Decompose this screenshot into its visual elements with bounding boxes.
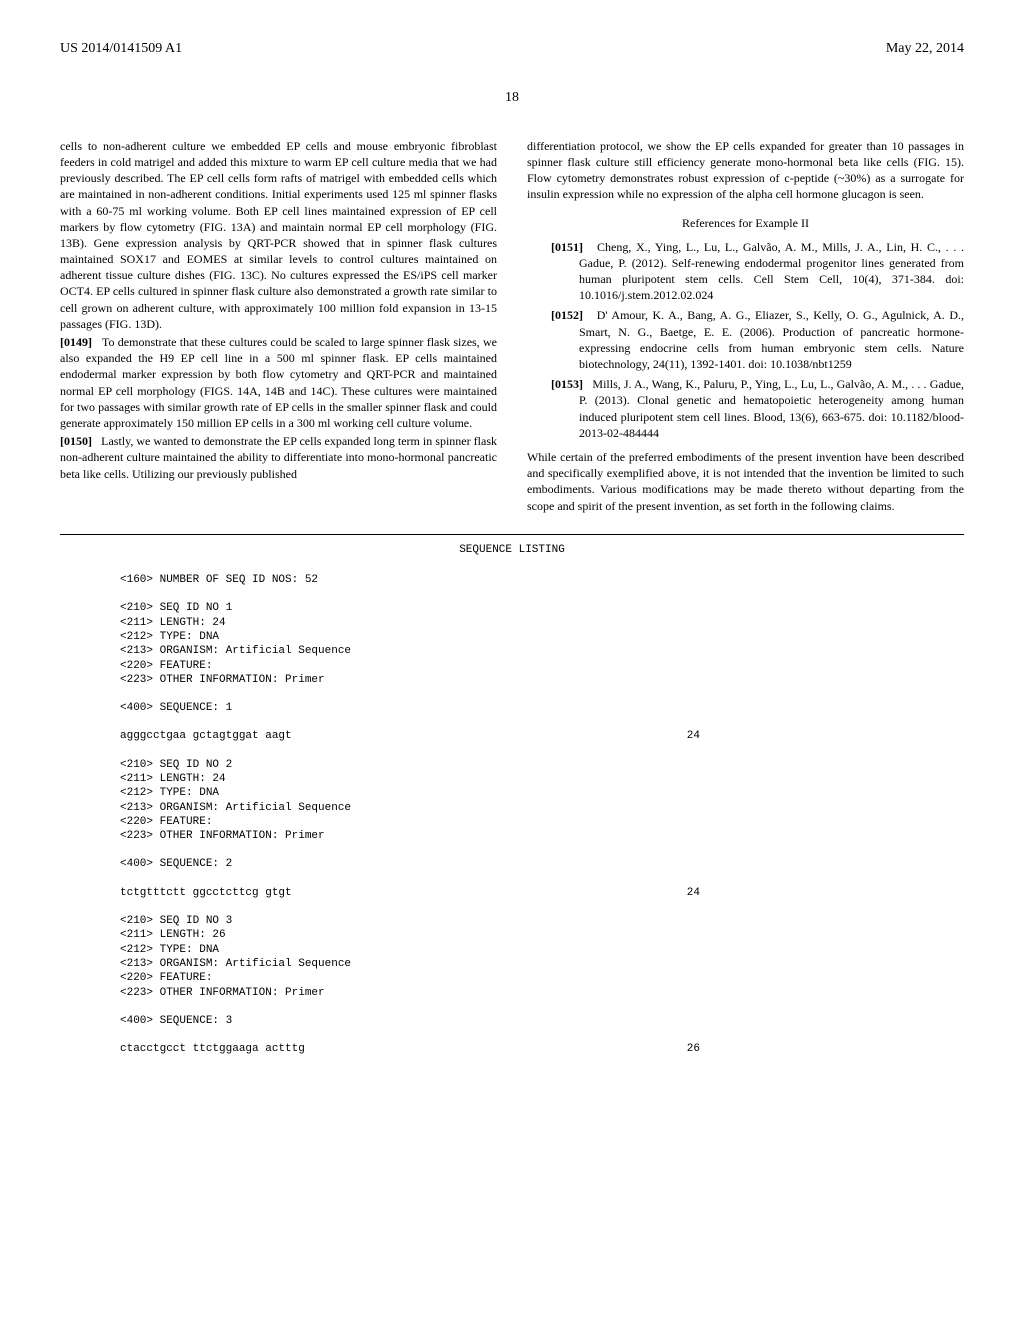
sequence-listing: SEQUENCE LISTING <160> NUMBER OF SEQ ID … <box>60 534 964 1057</box>
seq-sequence: ctacctgcct ttctggaaga actttg <box>120 1042 305 1056</box>
seq-num-line: <160> NUMBER OF SEQ ID NOS: 52 <box>120 573 904 587</box>
seq-count: <160> NUMBER OF SEQ ID NOS: 52 <box>120 573 904 587</box>
seq-line: <220> FEATURE: <box>120 971 904 985</box>
seq-length: 24 <box>687 729 700 743</box>
seq-line: <220> FEATURE: <box>120 659 904 673</box>
seq-2-seq: <400> SEQUENCE: 2 <box>120 857 904 871</box>
document-id: US 2014/0141509 A1 <box>60 40 182 59</box>
seq-2-header: <210> SEQ ID NO 2 <211> LENGTH: 24 <212>… <box>120 758 904 844</box>
page-header: US 2014/0141509 A1 May 22, 2014 <box>60 40 964 59</box>
seq-line: <223> OTHER INFORMATION: Primer <box>120 673 904 687</box>
seq-line: <210> SEQ ID NO 3 <box>120 914 904 928</box>
seq-line: <212> TYPE: DNA <box>120 786 904 800</box>
ref-text: Mills, J. A., Wang, K., Paluru, P., Ying… <box>579 377 964 440</box>
seq-line: <212> TYPE: DNA <box>120 943 904 957</box>
seq-line: <210> SEQ ID NO 1 <box>120 601 904 615</box>
ref-number: [0151] <box>551 240 583 254</box>
ref-text: D' Amour, K. A., Bang, A. G., Eliazer, S… <box>579 308 964 371</box>
left-column: cells to non-adherent culture we embedde… <box>60 138 497 514</box>
seq-line: <213> ORGANISM: Artificial Sequence <box>120 957 904 971</box>
seq-line: <211> LENGTH: 24 <box>120 772 904 786</box>
right-column: differentiation protocol, we show the EP… <box>527 138 964 514</box>
reference-0152: [0152] D' Amour, K. A., Bang, A. G., Eli… <box>527 307 964 372</box>
para-text: Lastly, we wanted to demonstrate the EP … <box>60 434 497 480</box>
paragraph-0149: [0149] To demonstrate that these culture… <box>60 334 497 431</box>
seq-line: <211> LENGTH: 24 <box>120 616 904 630</box>
seq-line: <223> OTHER INFORMATION: Primer <box>120 986 904 1000</box>
seq-3-data: ctacctgcct ttctggaaga actttg 26 <box>120 1042 904 1056</box>
seq-line: <400> SEQUENCE: 3 <box>120 1014 904 1028</box>
page-number: 18 <box>60 89 964 108</box>
seq-length: 26 <box>687 1042 700 1056</box>
seq-line: <211> LENGTH: 26 <box>120 928 904 942</box>
para-number: [0150] <box>60 434 92 448</box>
seq-line: <400> SEQUENCE: 2 <box>120 857 904 871</box>
seq-length: 24 <box>687 886 700 900</box>
ref-number: [0153] <box>551 377 583 391</box>
para-number: [0149] <box>60 335 92 349</box>
paragraph-0150: [0150] Lastly, we wanted to demonstrate … <box>60 433 497 482</box>
seq-line: <213> ORGANISM: Artificial Sequence <box>120 801 904 815</box>
ref-text: Cheng, X., Ying, L., Lu, L., Galvão, A. … <box>579 240 964 303</box>
paragraph-continuation: differentiation protocol, we show the EP… <box>527 138 964 203</box>
seq-3-seq: <400> SEQUENCE: 3 <box>120 1014 904 1028</box>
seq-sequence: tctgtttctt ggcctcttcg gtgt <box>120 886 292 900</box>
seq-1-data: agggcctgaa gctagtggat aagt 24 <box>120 729 904 743</box>
closing-paragraph: While certain of the preferred embodimen… <box>527 449 964 514</box>
two-column-body: cells to non-adherent culture we embedde… <box>60 138 964 514</box>
reference-0153: [0153] Mills, J. A., Wang, K., Paluru, P… <box>527 376 964 441</box>
seq-1-seq: <400> SEQUENCE: 1 <box>120 701 904 715</box>
seq-line: <212> TYPE: DNA <box>120 630 904 644</box>
ref-number: [0152] <box>551 308 583 322</box>
seq-line: <210> SEQ ID NO 2 <box>120 758 904 772</box>
document-date: May 22, 2014 <box>886 40 964 59</box>
seq-sequence: agggcctgaa gctagtggat aagt <box>120 729 292 743</box>
para-text: To demonstrate that these cultures could… <box>60 335 497 430</box>
seq-line: <223> OTHER INFORMATION: Primer <box>120 829 904 843</box>
seq-1-header: <210> SEQ ID NO 1 <211> LENGTH: 24 <212>… <box>120 601 904 687</box>
seq-line: <213> ORGANISM: Artificial Sequence <box>120 644 904 658</box>
seq-line: <400> SEQUENCE: 1 <box>120 701 904 715</box>
reference-0151: [0151] Cheng, X., Ying, L., Lu, L., Galv… <box>527 239 964 304</box>
seq-line: <220> FEATURE: <box>120 815 904 829</box>
seq-2-data: tctgtttctt ggcctcttcg gtgt 24 <box>120 886 904 900</box>
paragraph-intro: cells to non-adherent culture we embedde… <box>60 138 497 332</box>
seq-3-header: <210> SEQ ID NO 3 <211> LENGTH: 26 <212>… <box>120 914 904 1000</box>
sequence-listing-title: SEQUENCE LISTING <box>120 543 904 557</box>
references-heading: References for Example II <box>527 215 964 231</box>
